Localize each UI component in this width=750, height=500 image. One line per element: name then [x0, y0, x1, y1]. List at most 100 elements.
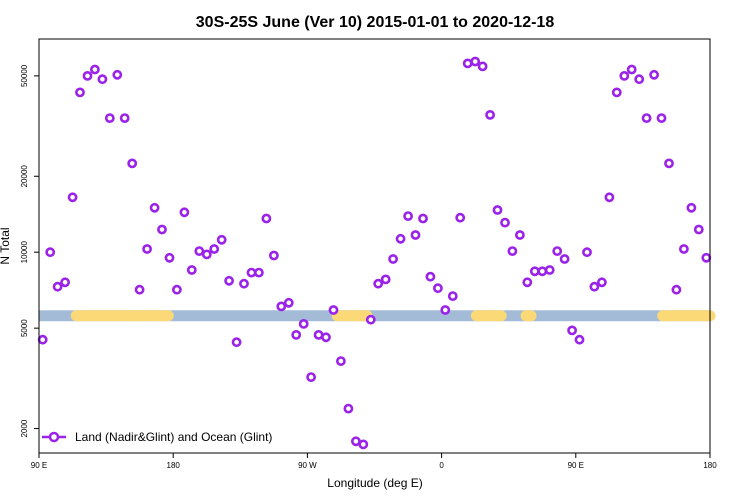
data-point — [619, 71, 630, 81]
data-point — [104, 113, 115, 123]
data-point — [418, 213, 428, 224]
data-point — [149, 202, 160, 213]
data-point — [335, 356, 346, 366]
data-point — [574, 334, 585, 345]
data-point — [321, 332, 331, 343]
data-point — [239, 278, 249, 289]
data-point — [656, 113, 667, 123]
data-point — [641, 113, 652, 123]
legend: Land (Nadir&Glint) and Ocean (Glint) — [42, 430, 272, 444]
data-point — [171, 284, 182, 295]
data-point — [589, 281, 600, 292]
data-point — [253, 267, 264, 278]
data-point — [82, 71, 93, 81]
data-point — [90, 64, 100, 75]
y-tick-label: 10000 — [20, 241, 29, 264]
data-point — [97, 74, 108, 85]
data-point — [529, 266, 540, 277]
data-point — [567, 325, 577, 336]
x-tick-label: 90 E — [31, 461, 47, 470]
data-point — [380, 274, 391, 285]
x-tick-label: 90 W — [298, 461, 317, 470]
data-point — [67, 192, 78, 203]
data-point — [432, 283, 443, 294]
chart-title: 30S-25S June (Ver 10) 2015-01-01 to 2020… — [196, 14, 555, 31]
data-point — [373, 278, 384, 289]
data-point — [37, 334, 48, 345]
data-point — [164, 252, 175, 263]
data-point — [350, 436, 361, 447]
data-point — [395, 233, 406, 244]
plot-frame — [38, 38, 711, 454]
data-point — [358, 439, 369, 450]
data-point — [425, 271, 436, 282]
data-point — [671, 284, 682, 295]
data-point — [179, 207, 190, 218]
data-point — [157, 224, 167, 235]
data-point — [500, 217, 510, 228]
x-axis: 90 E 180 90 W 0 90 E 180 — [31, 453, 717, 470]
x-tick-label: 90 E — [568, 461, 584, 470]
data-point — [447, 291, 458, 301]
data-point — [522, 277, 533, 288]
data-point — [142, 244, 152, 254]
data-point — [485, 110, 495, 120]
y-tick-label: 50000 — [20, 64, 29, 87]
data-point — [604, 192, 615, 203]
data-point — [112, 69, 123, 80]
data-point — [544, 265, 555, 275]
x-axis-label: Longitude (deg E) — [327, 476, 422, 490]
data-point — [515, 230, 525, 240]
data-point — [403, 211, 413, 221]
data-point — [634, 74, 645, 85]
data-point — [60, 277, 70, 288]
data-point — [679, 244, 689, 254]
data-point — [52, 281, 63, 292]
data-point — [440, 305, 451, 315]
data-point — [701, 252, 712, 263]
data-point — [75, 87, 85, 98]
data-point — [306, 372, 316, 382]
data-point — [216, 234, 227, 245]
data-point — [224, 275, 234, 286]
x-tick-label: 180 — [703, 461, 717, 470]
x-tick-label: 0 — [439, 461, 444, 470]
data-point — [231, 337, 242, 348]
y-axis: 2000 5000 10000 20000 50000 — [20, 64, 39, 437]
data-point — [365, 314, 376, 325]
data-point — [477, 61, 488, 72]
data-point — [291, 329, 302, 340]
data-point — [664, 158, 674, 169]
x-tick-label: 180 — [167, 461, 181, 470]
data-point — [194, 246, 205, 256]
data-point — [597, 277, 607, 288]
data-point — [410, 230, 421, 240]
data-point — [298, 318, 309, 329]
data-point — [582, 247, 592, 258]
data-point — [507, 246, 518, 256]
legend-label: Land (Nadir&Glint) and Ocean (Glint) — [75, 430, 272, 444]
data-point — [134, 284, 145, 295]
data-point — [201, 249, 212, 260]
data-point — [119, 113, 130, 123]
data-point — [283, 297, 294, 308]
data-points — [37, 56, 712, 450]
data-point — [470, 56, 481, 67]
data-point — [649, 69, 659, 80]
data-point — [492, 205, 503, 215]
data-point — [455, 212, 466, 223]
data-point — [559, 254, 570, 264]
y-tick-label: 5000 — [20, 319, 29, 337]
data-point — [45, 247, 56, 258]
data-point — [186, 265, 197, 275]
data-point — [537, 266, 548, 277]
data-point — [388, 254, 398, 264]
data-point — [127, 158, 138, 169]
data-point — [462, 58, 473, 69]
data-point — [328, 305, 339, 315]
data-point — [209, 244, 220, 254]
data-point — [626, 64, 637, 75]
data-point — [343, 403, 354, 414]
data-point — [686, 202, 697, 213]
legend-marker-swatch — [48, 431, 60, 443]
